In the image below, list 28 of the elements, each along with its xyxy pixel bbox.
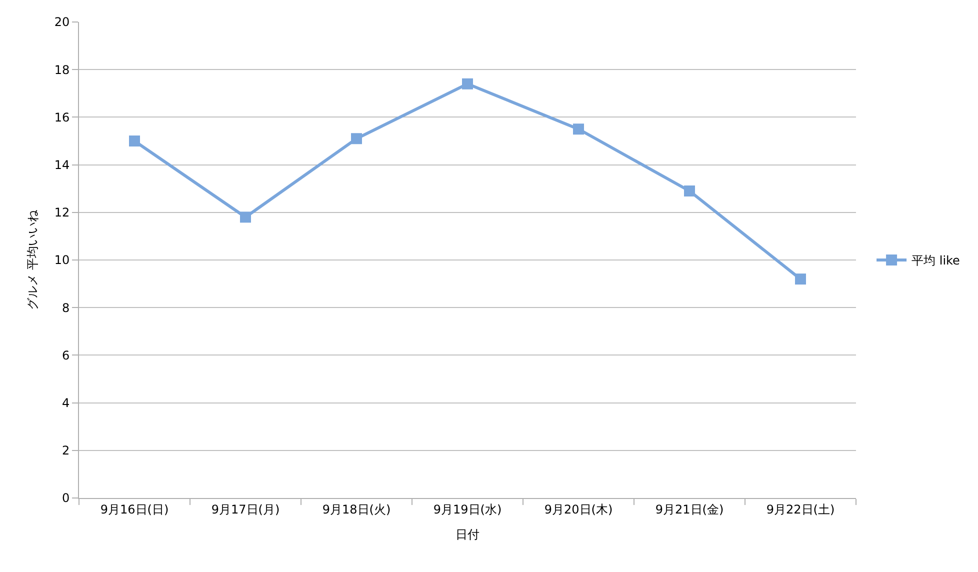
x-axis-title: 日付 (456, 527, 480, 542)
y-tick-label: 4 (62, 396, 70, 410)
point (462, 78, 473, 90)
point (351, 133, 362, 144)
y-tick-label: 14 (54, 158, 70, 172)
y-tick-label: 8 (62, 300, 70, 315)
y-tick-label: 10 (54, 253, 70, 268)
y-tick-label: 18 (54, 62, 70, 77)
x-tick-label: 9月16日(日) (100, 502, 169, 516)
point (573, 124, 584, 135)
x-tick-label: 9月21日(金) (655, 502, 724, 516)
y-tick-label: 2 (62, 444, 70, 458)
x-tick-label: 9月18日(火) (322, 502, 391, 516)
legend-label: 平均 like (912, 254, 960, 268)
point (684, 185, 695, 196)
point (240, 212, 251, 223)
y-axis-title: グルメ 平均いいね (26, 209, 40, 310)
y-tick-label: 0 (62, 491, 70, 506)
y-tick-label: 6 (62, 348, 70, 362)
point (795, 274, 806, 285)
y-tick-label: 16 (54, 110, 70, 124)
y-tick-label: 12 (54, 206, 70, 220)
point (129, 136, 140, 146)
y-tick-label: 20 (54, 15, 70, 30)
x-tick-label: 9月22日(土) (766, 502, 835, 516)
x-tick-label: 9月20日(木) (544, 502, 613, 516)
x-tick-label: 9月17日(月) (211, 502, 280, 516)
x-tick-label: 9月19日(水) (433, 502, 502, 516)
